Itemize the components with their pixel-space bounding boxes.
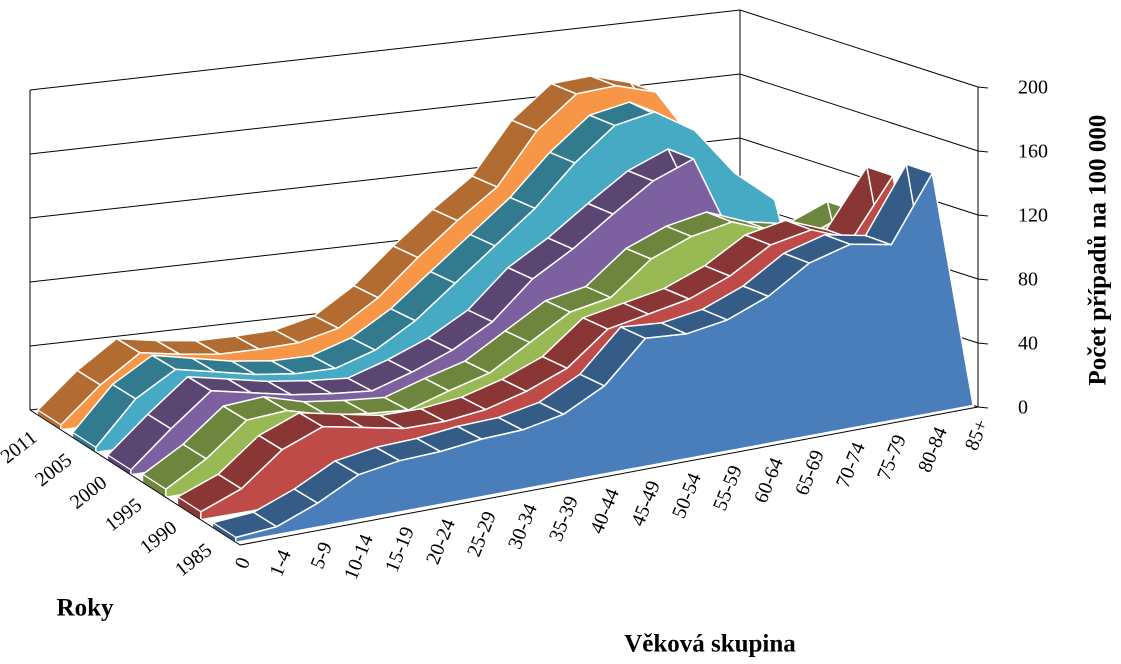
y-tick bbox=[977, 214, 989, 217]
x-tick-label: 15-19 bbox=[381, 524, 419, 576]
series-label: 2000 bbox=[66, 472, 111, 514]
series-axis-title: Roky bbox=[57, 595, 114, 622]
series-label: 2005 bbox=[31, 449, 76, 491]
x-tick-label: 60-64 bbox=[750, 455, 788, 507]
x-tick-label: 65-69 bbox=[791, 447, 829, 499]
y-tick-label: 0 bbox=[1018, 397, 1028, 419]
y-tick bbox=[977, 86, 989, 89]
y-tick-label: 40 bbox=[1018, 333, 1038, 355]
y-tick bbox=[977, 150, 989, 153]
series-label: 1985 bbox=[171, 539, 216, 581]
x-tick-label: 0 bbox=[231, 554, 255, 572]
x-tick-label: 85+ bbox=[961, 416, 993, 453]
series-label: 1990 bbox=[136, 517, 181, 559]
x-tick-label: 70-74 bbox=[832, 439, 870, 491]
x-tick-label: 75-79 bbox=[873, 432, 911, 484]
x-tick-label: 40-44 bbox=[586, 485, 624, 537]
x-tick-label: 20-24 bbox=[422, 516, 460, 568]
y-axis-title: Počet případů na 100 000 bbox=[1085, 115, 1112, 386]
x-tick-label: 80-84 bbox=[914, 424, 952, 476]
grid-line bbox=[29, 9, 979, 91]
y-tick bbox=[977, 278, 989, 281]
y-tick-label: 120 bbox=[1018, 205, 1048, 227]
x-tick-label: 35-39 bbox=[545, 493, 583, 545]
x-axis-title: Věková skupina bbox=[624, 631, 796, 658]
x-tick-label: 50-54 bbox=[668, 470, 706, 522]
x-tick-label: 1-4 bbox=[266, 547, 296, 580]
y-tick bbox=[977, 406, 989, 409]
y-tick-label: 80 bbox=[1018, 269, 1038, 291]
grid-line bbox=[29, 73, 979, 155]
x-tick-label: 5-9 bbox=[307, 539, 337, 572]
x-axis bbox=[239, 406, 979, 546]
series-label: 1995 bbox=[101, 494, 146, 536]
y-tick bbox=[977, 342, 989, 345]
x-tick-label: 10-14 bbox=[340, 531, 378, 583]
y-tick-label: 200 bbox=[1018, 77, 1048, 99]
area-face bbox=[235, 172, 974, 544]
x-tick-label: 55-59 bbox=[709, 462, 747, 514]
x-tick-label: 25-29 bbox=[463, 508, 501, 560]
series-axis bbox=[29, 409, 241, 546]
x-tick-label: 45-49 bbox=[627, 478, 665, 530]
series-label: 2011 bbox=[0, 427, 41, 469]
x-tick-label: 30-34 bbox=[504, 501, 542, 553]
y-tick-label: 160 bbox=[1018, 141, 1048, 163]
